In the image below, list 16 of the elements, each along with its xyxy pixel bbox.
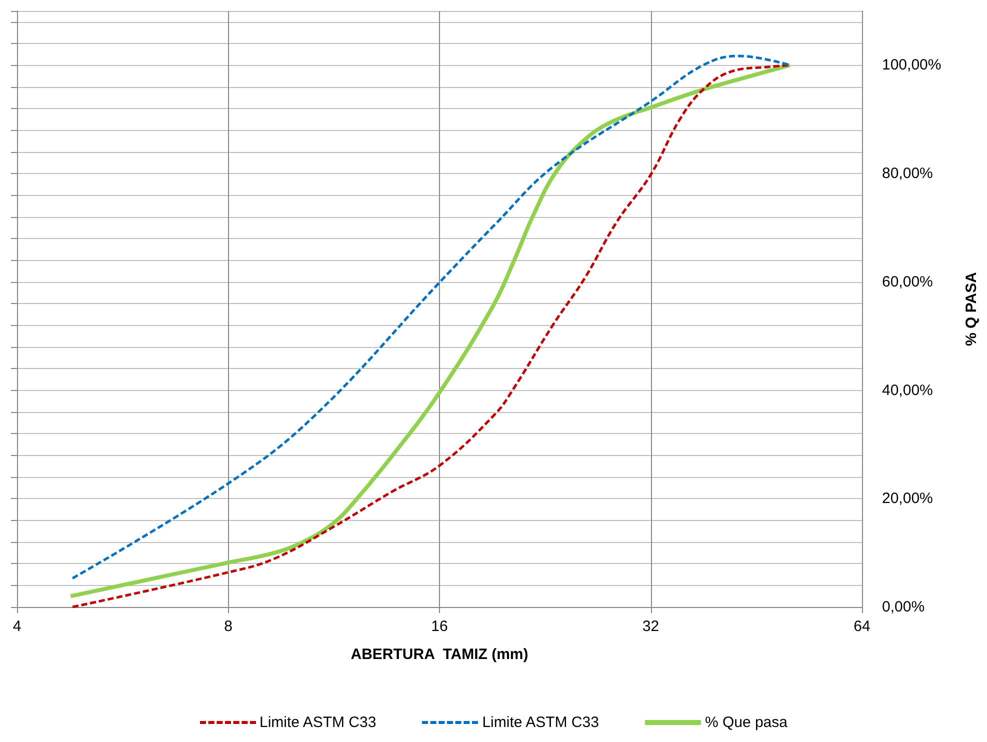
x-tick-label: 32: [642, 618, 660, 635]
y-tick-label: 40,00%: [882, 382, 933, 399]
y-tick-label: 60,00%: [882, 273, 933, 290]
y-axis-title: % Q PASA: [963, 272, 980, 346]
legend-label: Limite ASTM C33: [260, 714, 376, 731]
x-axis-title: ABERTURA TAMIZ (mm): [350, 646, 528, 663]
legend-label: Limite ASTM C33: [482, 714, 599, 731]
y-tick-label: 0,00%: [882, 598, 925, 616]
x-tick-label: 16: [431, 618, 448, 635]
x-tick-label: 64: [854, 618, 870, 635]
legend-label: % Que pasa: [704, 714, 788, 731]
y-tick-label: 20,00%: [882, 490, 933, 508]
y-tick-label: 80,00%: [882, 165, 933, 182]
x-tick-label: 4: [12, 618, 22, 635]
y-tick-label: 100,00%: [882, 56, 942, 74]
x-tick-label: 8: [224, 618, 232, 635]
